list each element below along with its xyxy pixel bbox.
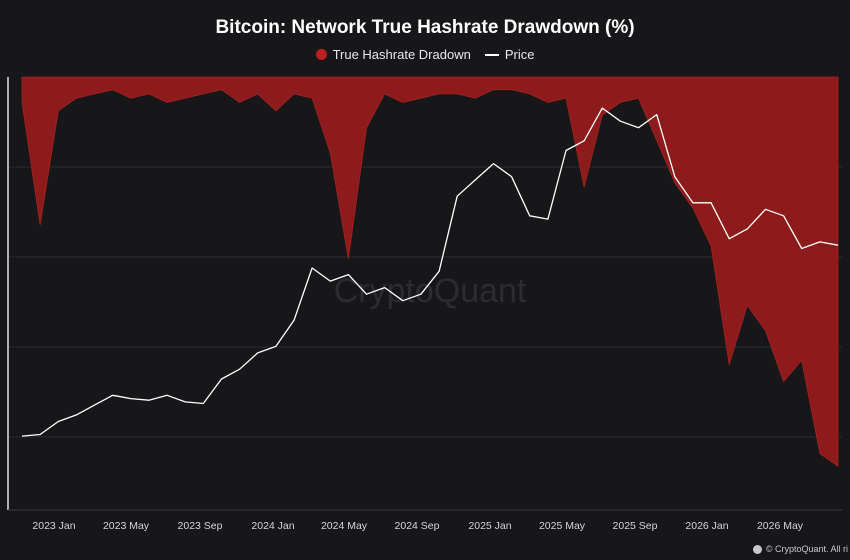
x-tick-label: 2023 Sep <box>178 520 223 532</box>
cryptoquant-logo-icon <box>752 544 762 554</box>
x-tick-label: 2025 Jan <box>468 520 511 532</box>
chart-footer: © CryptoQuant. All ri <box>752 544 848 554</box>
legend-item-price[interactable]: Price <box>484 47 535 62</box>
x-tick-label: 2024 Jan <box>251 520 294 532</box>
x-tick-label: 2024 Sep <box>395 520 440 532</box>
x-tick-label: 2025 May <box>539 520 586 532</box>
legend-label-price: Price <box>504 47 535 62</box>
chart-title: Bitcoin: Network True Hashrate Drawdown … <box>215 17 635 38</box>
drawdown-area <box>21 76 839 467</box>
chart-legend: True Hashrate Dradown Price <box>0 47 850 62</box>
footer-credit: © CryptoQuant. All ri <box>765 544 848 554</box>
legend-dot-icon <box>315 49 327 60</box>
x-tick-label: 2023 Jan <box>32 520 75 532</box>
x-tick-label: 2025 Sep <box>613 520 658 532</box>
watermark: CryptoQuant <box>334 272 527 310</box>
x-tick-label: 2026 May <box>757 520 804 532</box>
x-tick-label: 2024 May <box>321 520 368 532</box>
x-tick-label: 2023 May <box>103 520 150 532</box>
legend-label-drawdown: True Hashrate Dradown <box>332 47 471 62</box>
price-line <box>21 107 839 437</box>
legend-line-icon <box>484 53 499 56</box>
x-tick-label: 2026 Jan <box>685 520 728 532</box>
legend-item-drawdown[interactable]: True Hashrate Dradown <box>315 47 471 62</box>
